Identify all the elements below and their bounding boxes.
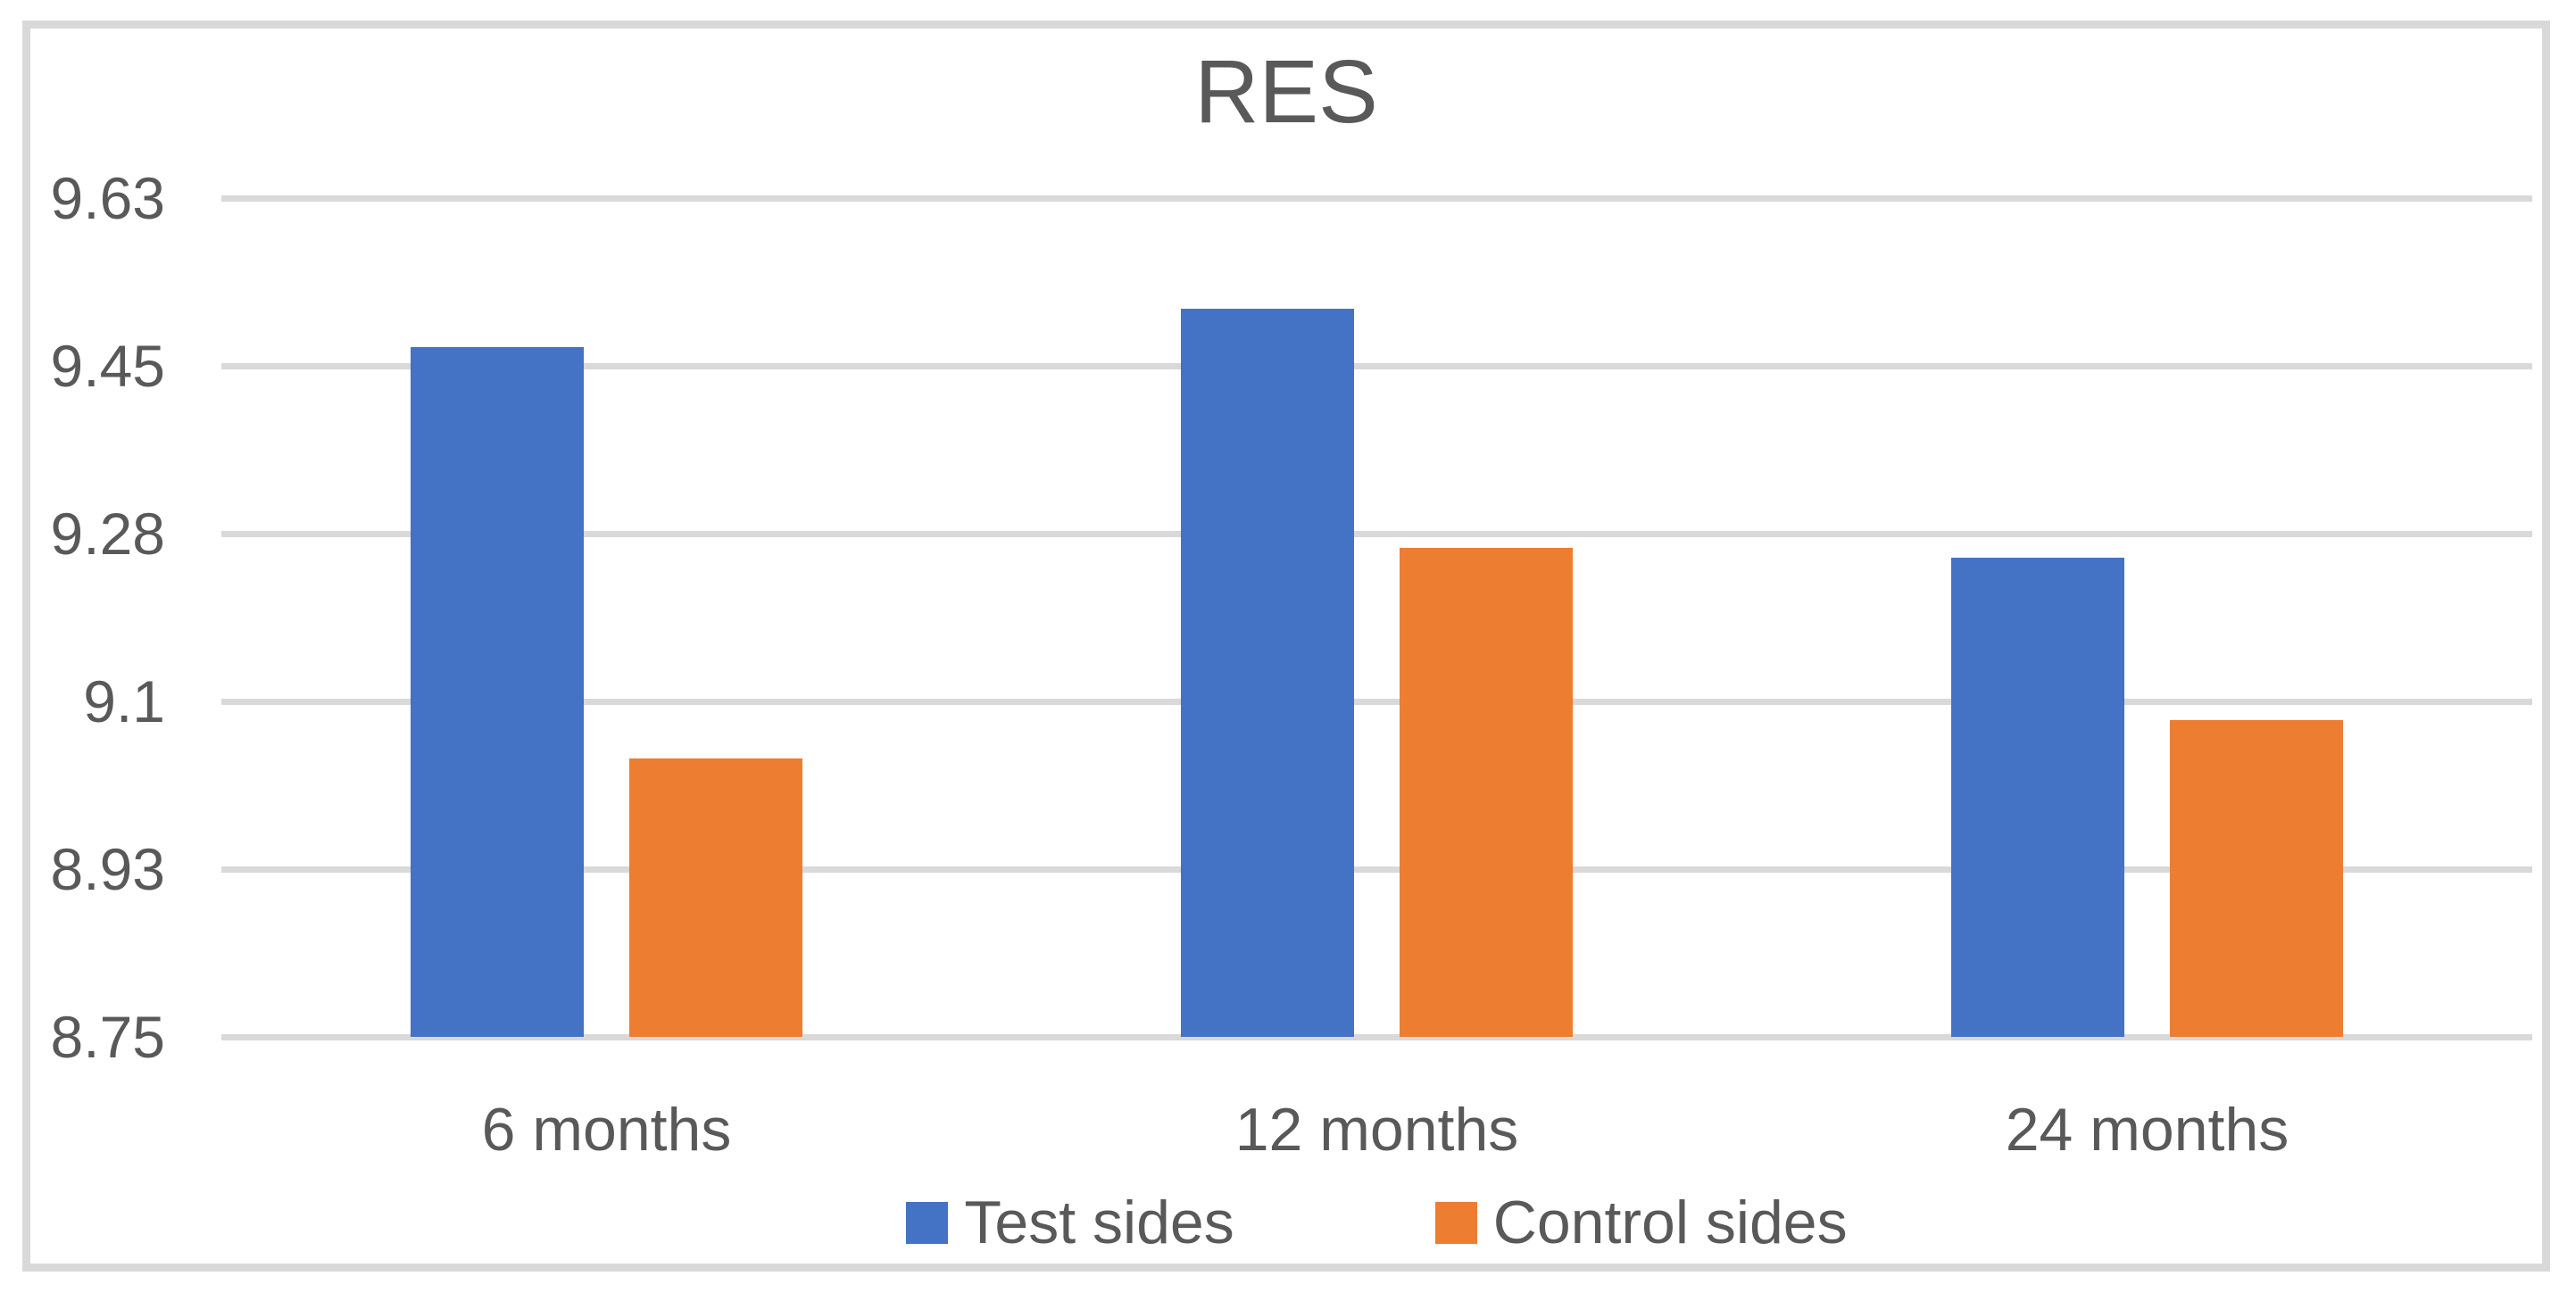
chart-title: RES (1194, 42, 1378, 142)
x-axis-category-label: 24 months (2005, 1096, 2289, 1164)
legend-color-swatch-test-sides (906, 1201, 949, 1244)
bar-control-sides-24-months (2170, 720, 2343, 1037)
bar-control-sides-6-months (629, 758, 802, 1037)
bar-test-sides-6-months (411, 346, 584, 1037)
legend-label: Test sides (964, 1189, 1234, 1256)
y-axis-tick-label: 9.63 (50, 165, 165, 231)
gridline (221, 195, 2532, 202)
gridline (221, 1033, 2532, 1040)
bar-test-sides-24-months (1951, 557, 2124, 1037)
legend: Test sides Control sides (221, 1189, 2532, 1256)
bar-test-sides-12-months (1181, 308, 1354, 1037)
legend-item-control-sides: Control sides (1434, 1189, 1848, 1256)
legend-label: Control sides (1492, 1189, 1848, 1256)
gridline (221, 530, 2532, 537)
x-axis-category-label: 6 months (481, 1096, 732, 1164)
gridline (221, 362, 2532, 369)
gridline (221, 866, 2532, 873)
bar-control-sides-12-months (1400, 548, 1573, 1037)
y-axis-tick-label: 9.28 (50, 501, 165, 567)
gridline (221, 698, 2532, 705)
y-axis-tick-label: 8.93 (50, 836, 165, 902)
y-axis-tick-label: 8.75 (50, 1004, 165, 1070)
legend-item-test-sides: Test sides (906, 1192, 1234, 1253)
x-axis-category-label: 12 months (1234, 1096, 1519, 1164)
y-axis-tick-label: 9.45 (50, 333, 165, 399)
legend-color-swatch-control-sides (1434, 1201, 1477, 1244)
y-axis-tick-label: 9.1 (83, 668, 165, 734)
